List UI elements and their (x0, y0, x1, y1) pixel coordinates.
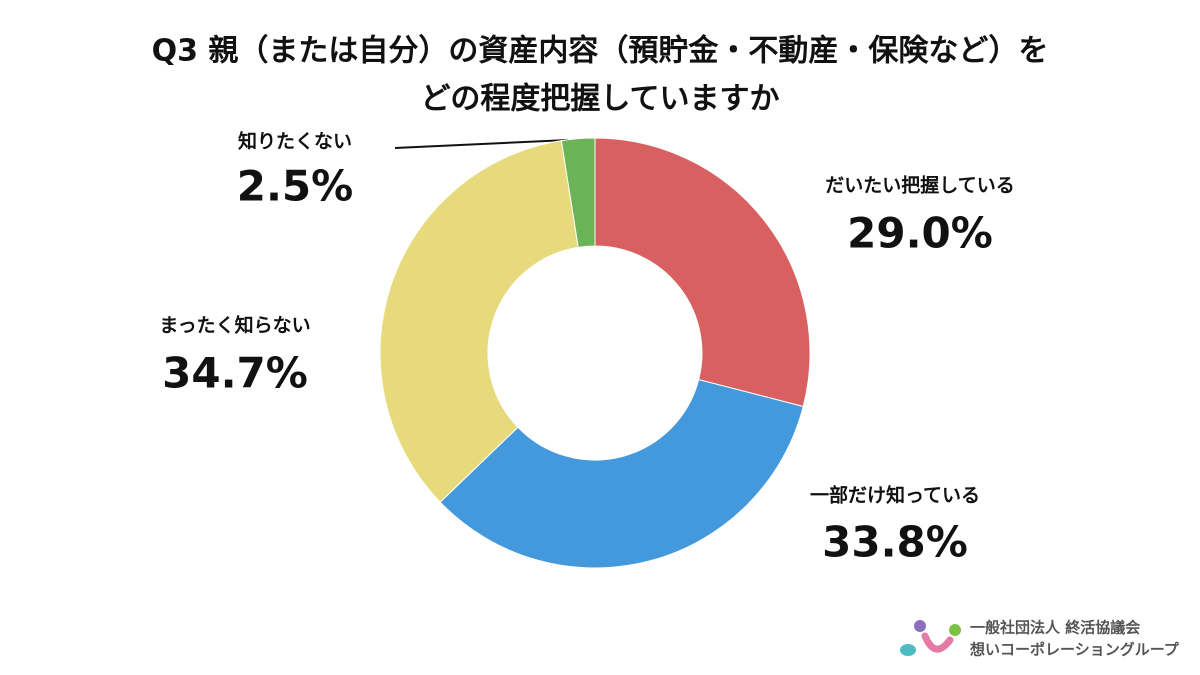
donut-slice (379, 140, 579, 503)
logo-arc (921, 632, 954, 653)
value-label: 34.7% (162, 349, 308, 398)
footer-text: 想いコーポレーショングループ (969, 641, 1180, 659)
value-label: 29.0% (847, 209, 993, 258)
category-label: まったく知らない (159, 314, 310, 337)
logo-dot (914, 620, 926, 632)
chart-title: どの程度把握していますか (420, 82, 779, 117)
value-label: 2.5% (237, 162, 353, 211)
leader-line (394, 139, 569, 149)
category-label: だいたい把握している (825, 174, 1014, 197)
logo-dot (900, 644, 916, 656)
donut-slice (594, 137, 811, 408)
donut-slice (439, 379, 804, 569)
category-label: 一部だけ知っている (810, 484, 980, 507)
value-label: 33.8% (822, 518, 968, 567)
logo (900, 620, 961, 656)
footer-text: 一般社団法人 終活協議会 (970, 619, 1140, 637)
donut-slice (560, 137, 596, 248)
chart-title: Q3 親（または自分）の資産内容（預貯金・不動産・保険など）を (152, 34, 1049, 69)
logo-dot (949, 624, 961, 636)
category-label: 知りたくない (238, 130, 352, 153)
